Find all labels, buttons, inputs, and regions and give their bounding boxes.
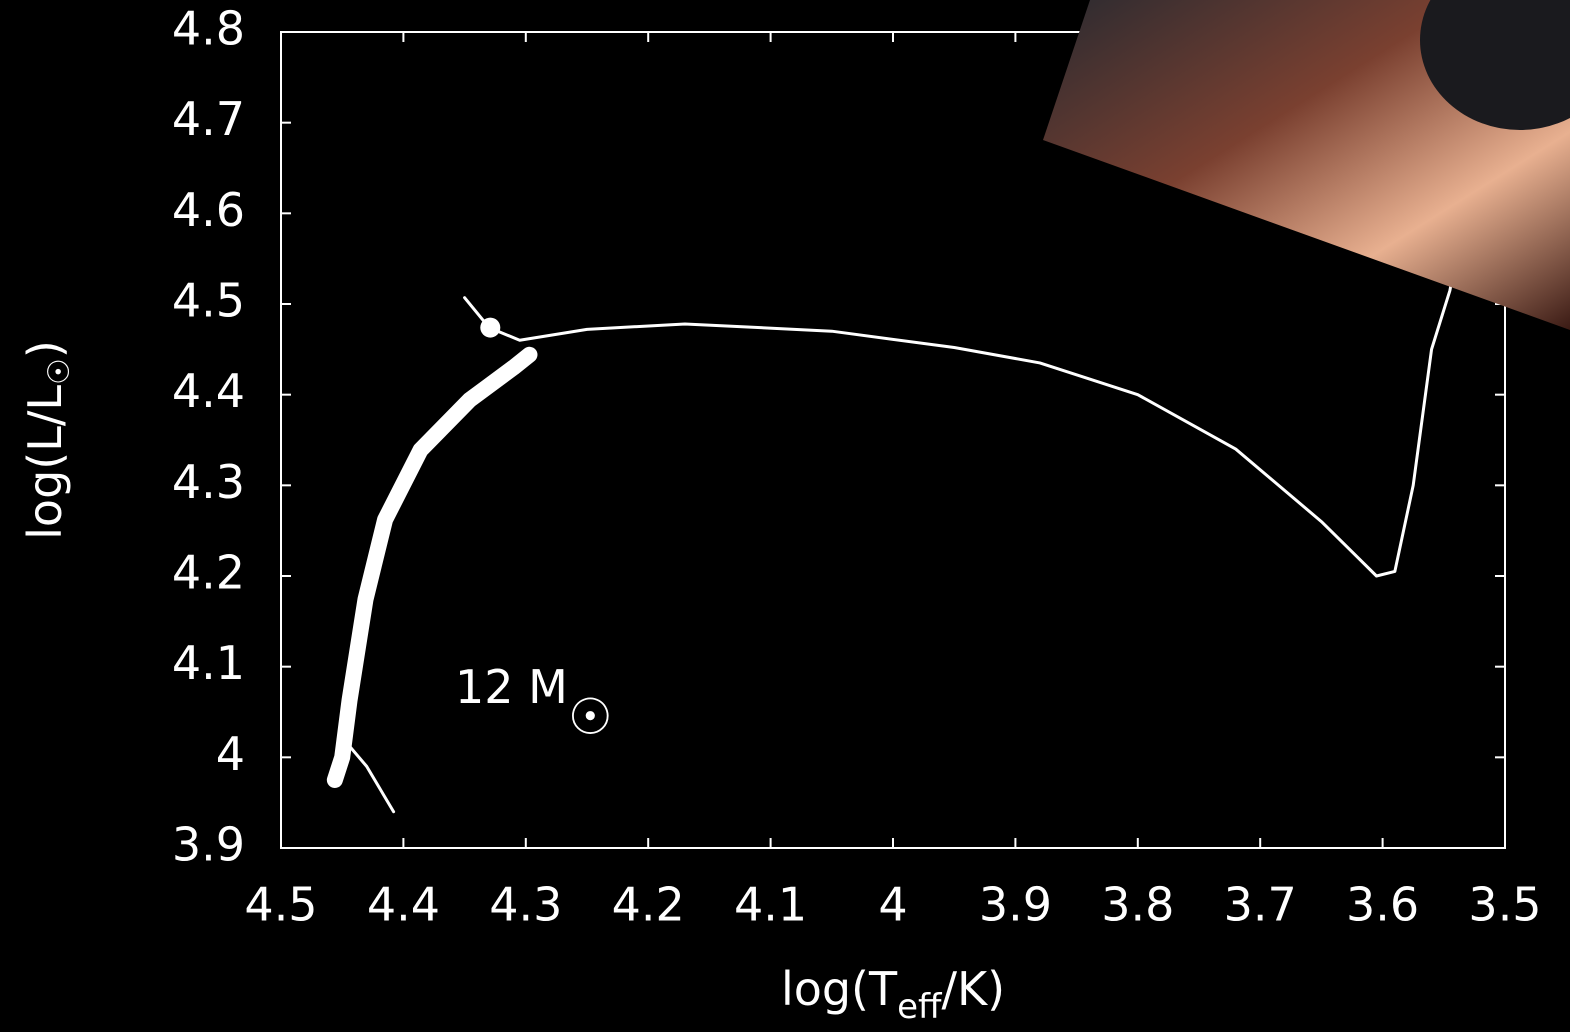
y-tick-label: 4.5 xyxy=(172,274,245,328)
y-tick-label: 4.3 xyxy=(172,455,245,509)
y-axis-label: log(L/L☉) xyxy=(18,340,77,540)
y-tick-label: 4.6 xyxy=(172,183,245,237)
x-tick-label: 4.4 xyxy=(367,878,440,932)
y-label-part: log(L/L xyxy=(18,385,72,540)
x-tick-label: 3.8 xyxy=(1101,878,1174,932)
x-label-sub: eff xyxy=(897,987,943,1027)
x-tick-label: 3.6 xyxy=(1346,878,1419,932)
y-tick-label: 4.4 xyxy=(172,364,245,418)
x-tick-label: 4 xyxy=(878,878,907,932)
x-tick-label: 4.1 xyxy=(734,878,807,932)
x-tick-label: 3.5 xyxy=(1468,878,1541,932)
track-point xyxy=(480,318,500,338)
y-tick-label: 4.2 xyxy=(172,546,245,600)
x-tick-label: 4.2 xyxy=(612,878,685,932)
x-tick-label: 4.3 xyxy=(489,878,562,932)
y-tick-label: 3.9 xyxy=(172,818,245,872)
x-tick-label: 4.5 xyxy=(244,878,317,932)
chart: 4.5 4.4 4.3 4.2 4.1 4 3.9 3.8 3.7 3.6 3.5 3.9 4 4.1 4.… xyxy=(0,0,1570,1032)
annotation-sub: ☉ xyxy=(568,688,613,746)
annotation-part: 12 M xyxy=(455,660,568,714)
x-tick-label: 3.7 xyxy=(1224,878,1297,932)
y-tick-label: 4 xyxy=(216,727,245,781)
x-tick-label: 3.9 xyxy=(979,878,1052,932)
y-tick-label: 4.7 xyxy=(172,92,245,146)
y-tick-label: 4.8 xyxy=(172,2,245,56)
track-line xyxy=(335,195,1468,812)
x-label-part: /K) xyxy=(941,962,1005,1016)
x-label-part: log(T xyxy=(781,962,898,1016)
y-label-part: ) xyxy=(18,340,72,358)
annotation: 12 M☉ xyxy=(455,660,613,746)
y-label-sub: ☉ xyxy=(42,358,77,385)
x-axis-label: log(Teff/K) xyxy=(781,962,1005,1027)
track-line xyxy=(335,355,530,780)
y-tick-label: 4.1 xyxy=(172,636,245,690)
